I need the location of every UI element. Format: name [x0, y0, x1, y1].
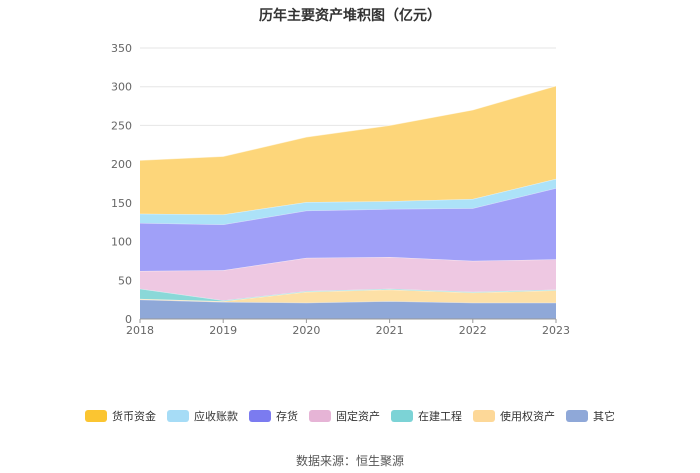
- legend-swatch-other: [566, 410, 588, 422]
- legend-item-receivables[interactable]: 应收账款: [167, 408, 238, 424]
- legend-swatch-construction: [391, 410, 413, 422]
- legend-swatch-inventory: [249, 410, 271, 422]
- legend-label-other: 其它: [593, 410, 615, 423]
- legend-label-receivables: 应收账款: [194, 410, 238, 423]
- legend-label-fixed-assets: 固定资产: [336, 410, 380, 423]
- legend: 货币资金 应收账款 存货 固定资产 在建工程 使用权资产 其它: [0, 408, 700, 424]
- legend-label-construction: 在建工程: [418, 410, 462, 423]
- area-series-6: [140, 85, 556, 215]
- legend-swatch-fixed-assets: [309, 410, 331, 422]
- legend-item-cash[interactable]: 货币资金: [85, 408, 156, 424]
- x-tick-label-2020: 2020: [292, 324, 320, 337]
- legend-item-inventory[interactable]: 存货: [249, 408, 298, 424]
- x-tick-label-2023: 2023: [542, 324, 570, 337]
- y-tick-label-350: 350: [111, 42, 132, 55]
- legend-item-fixed-assets[interactable]: 固定资产: [309, 408, 380, 424]
- area-series-0: [140, 299, 556, 319]
- legend-label-cash: 货币资金: [112, 410, 156, 423]
- x-tick-label-2021: 2021: [376, 324, 404, 337]
- x-tick-label-2019: 2019: [209, 324, 237, 337]
- legend-item-construction[interactable]: 在建工程: [391, 408, 462, 424]
- legend-item-other[interactable]: 其它: [566, 408, 615, 424]
- stacked-area-chart: 0 50 100 150 200 250 300 350 2018 2019 2020 2021 202…: [111, 42, 570, 337]
- y-tick-label-100: 100: [111, 236, 132, 249]
- y-tick-label-150: 150: [111, 197, 132, 210]
- x-tick-label-2022: 2022: [459, 324, 487, 337]
- y-tick-label-250: 250: [111, 119, 132, 132]
- y-tick-label-300: 300: [111, 81, 132, 94]
- legend-label-inventory: 存货: [276, 410, 298, 423]
- area-series-1: [140, 289, 556, 303]
- y-tick-label-50: 50: [118, 274, 132, 287]
- y-tick-label-0: 0: [125, 313, 132, 326]
- series-edge-6: [139, 85, 557, 161]
- area-series-5: [140, 178, 556, 225]
- legend-item-right-of-use[interactable]: 使用权资产: [473, 408, 555, 424]
- x-tick-label-2018: 2018: [126, 324, 154, 337]
- legend-swatch-cash: [85, 410, 107, 422]
- data-source: 数据来源：恒生聚源: [295, 454, 404, 468]
- area-series-3: [140, 257, 556, 301]
- chart-title: 历年主要资产堆积图（亿元）: [259, 8, 441, 24]
- legend-swatch-right-of-use: [473, 410, 495, 422]
- legend-label-right-of-use: 使用权资产: [500, 410, 555, 423]
- y-tick-label-200: 200: [111, 158, 132, 171]
- legend-swatch-receivables: [167, 410, 189, 422]
